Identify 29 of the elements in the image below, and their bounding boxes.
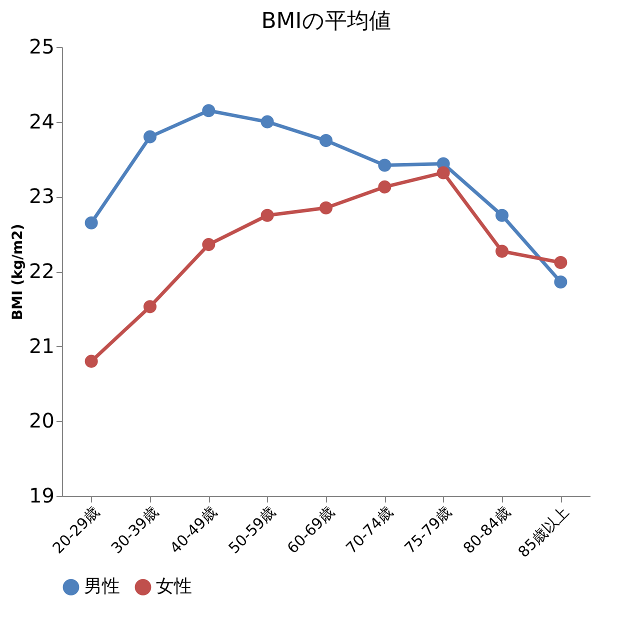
point xyxy=(84,354,98,368)
y-tick-label: 20 xyxy=(29,408,54,433)
point xyxy=(436,166,450,180)
point xyxy=(319,134,333,148)
point xyxy=(378,158,392,172)
y-axis-title: BMI (kg/m2) xyxy=(10,224,26,320)
point xyxy=(260,115,274,128)
point xyxy=(319,201,333,214)
point xyxy=(554,256,568,270)
y-tick-label: 19 xyxy=(29,484,54,508)
point xyxy=(143,130,157,144)
chart-title: BMIの平均値 xyxy=(261,9,391,34)
point xyxy=(84,216,98,230)
y-tick-label: 22 xyxy=(29,259,54,283)
point xyxy=(378,180,392,194)
point xyxy=(260,208,274,222)
point xyxy=(554,275,568,288)
point xyxy=(202,104,216,118)
point xyxy=(495,208,509,222)
x-tick-label: 85歳以上 xyxy=(514,503,572,562)
y-tick-label: 24 xyxy=(29,109,54,134)
legend-label: 女性 xyxy=(156,576,192,598)
point xyxy=(495,244,509,258)
y-tick-label: 23 xyxy=(29,184,54,208)
point xyxy=(143,300,157,314)
legend-label: 男性 xyxy=(84,576,120,598)
y-tick-label: 21 xyxy=(29,334,54,358)
y-tick-label: 25 xyxy=(29,34,54,58)
point xyxy=(202,238,216,252)
